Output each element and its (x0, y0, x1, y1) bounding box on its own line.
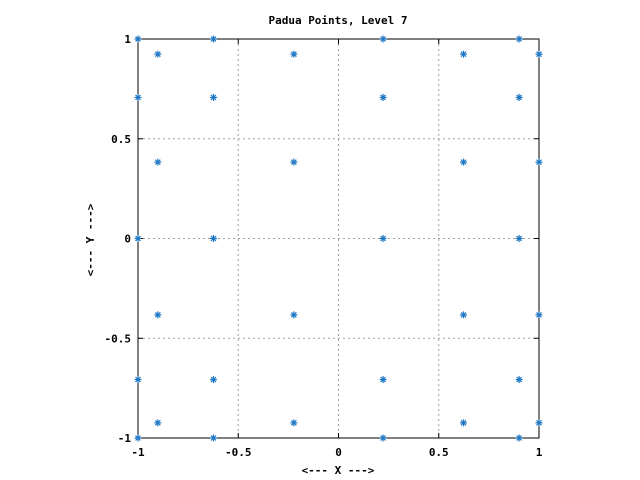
data-point (209, 434, 217, 442)
data-point (460, 158, 468, 166)
y-tick-label: 0.5 (111, 133, 131, 146)
data-point (535, 419, 543, 427)
x-tick-label: 0 (335, 446, 342, 459)
data-point (134, 434, 142, 442)
y-tick-label: -0.5 (105, 332, 132, 345)
data-point (154, 419, 162, 427)
data-point (134, 376, 142, 384)
data-point (154, 158, 162, 166)
data-point (515, 93, 523, 101)
y-tick-labels: -1 -0.5 0 0.5 1 (105, 33, 132, 445)
x-tick-label: 1 (536, 446, 543, 459)
x-tick-label: 0.5 (429, 446, 449, 459)
data-point (515, 35, 523, 43)
data-point (515, 235, 523, 242)
data-point (134, 93, 142, 101)
data-points (134, 35, 543, 442)
data-point (515, 376, 523, 384)
y-tick-label: 1 (124, 33, 131, 46)
y-tick-label: 0 (124, 233, 131, 246)
data-point (460, 50, 468, 58)
chart-title: Padua Points, Level 7 (268, 14, 407, 27)
data-point (154, 311, 162, 319)
data-point (379, 434, 387, 442)
data-point (460, 419, 468, 427)
data-point (535, 311, 543, 319)
data-point (290, 419, 298, 427)
data-point (209, 235, 217, 242)
data-point (290, 311, 298, 319)
data-point (379, 235, 387, 242)
y-axis-label: <--- Y ---> (84, 203, 97, 276)
grid (138, 39, 539, 438)
data-point (209, 93, 217, 101)
data-point (134, 35, 142, 43)
data-point (535, 50, 543, 58)
data-point (460, 311, 468, 319)
data-point (290, 50, 298, 58)
data-point (379, 35, 387, 43)
x-tick-label: -0.5 (225, 446, 252, 459)
data-point (209, 35, 217, 43)
x-tick-label: -1 (131, 446, 145, 459)
data-point (134, 235, 142, 242)
y-tick-label: -1 (118, 432, 132, 445)
data-point (290, 158, 298, 166)
x-axis-label: <--- X ---> (302, 464, 375, 477)
x-tick-labels: -1 -0.5 0 0.5 1 (131, 446, 542, 459)
data-point (379, 376, 387, 384)
data-point (209, 376, 217, 384)
data-point (154, 50, 162, 58)
data-point (515, 434, 523, 442)
data-point (379, 93, 387, 101)
data-point (535, 158, 543, 166)
